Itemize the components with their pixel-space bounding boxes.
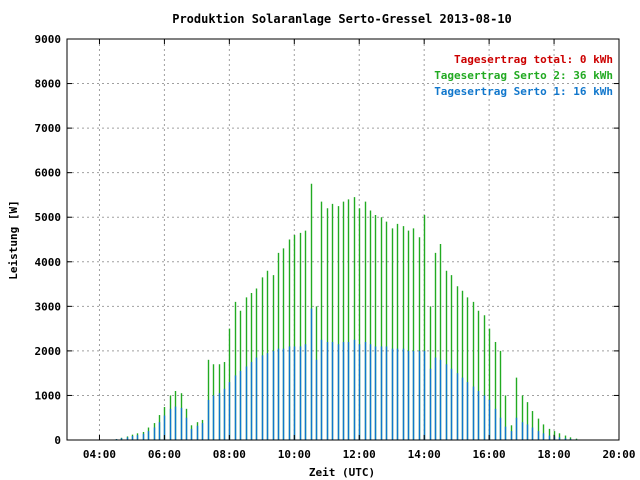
y-tick-label: 6000	[35, 167, 62, 180]
x-tick-label: 20:00	[602, 448, 635, 461]
plot-frame	[66, 38, 620, 441]
y-tick-label: 9000	[35, 33, 62, 46]
x-axis-label: Zeit (UTC)	[309, 466, 375, 479]
chart-title: Produktion Solaranlage Serto-Gressel 201…	[172, 12, 512, 26]
x-tick-label: 12:00	[343, 448, 376, 461]
x-tick-label: 18:00	[537, 448, 570, 461]
y-tick-label: 3000	[35, 300, 62, 313]
axis-ticks: 0 1000 2000 3000 4000 5000 6000 7000 8000 9000 04:…	[35, 33, 636, 461]
y-tick-label: 0	[54, 434, 61, 447]
x-tick-label: 14:00	[408, 448, 441, 461]
x-tick-label: 04:00	[83, 448, 116, 461]
y-tick-label: 1000	[35, 389, 62, 402]
y-tick-label: 7000	[35, 122, 62, 135]
y-tick-label: 8000	[35, 78, 62, 91]
legend-entry: Tagesertrag total: 0 kWh	[454, 53, 613, 66]
y-tick-label: 4000	[35, 256, 62, 269]
x-tick-label: 16:00	[473, 448, 506, 461]
y-tick-label: 5000	[35, 211, 62, 224]
x-tick-label: 08:00	[213, 448, 246, 461]
x-tick-label: 10:00	[278, 448, 311, 461]
legend-entry: Tagesertrag Serto 2: 36 kWh	[434, 69, 613, 82]
x-tick-label: 06:00	[148, 448, 181, 461]
legend: Tagesertrag total: 0 kWh Tagesertrag Sert…	[434, 53, 613, 98]
y-tick-label: 2000	[35, 345, 62, 358]
legend-entry: Tagesertrag Serto 1: 16 kWh	[434, 85, 613, 98]
bars	[115, 183, 578, 440]
y-axis-label: Leistung [W]	[7, 200, 20, 279]
